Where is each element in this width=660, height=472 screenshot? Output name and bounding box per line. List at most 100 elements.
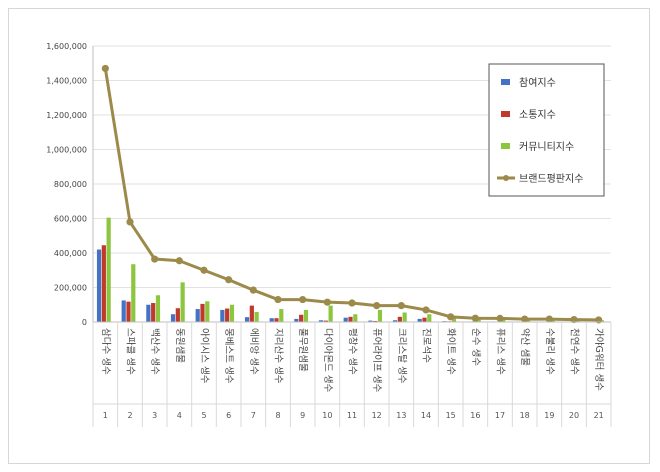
bar [318, 320, 324, 322]
bar [427, 314, 432, 322]
y-tick-label: 200,000 [54, 284, 87, 293]
bar [348, 316, 353, 322]
rank-label: 6 [226, 411, 231, 420]
legend-swatch [501, 111, 510, 117]
bar [175, 308, 180, 322]
bar [229, 304, 235, 322]
line-point [299, 295, 307, 304]
rank-label: 13 [396, 411, 406, 420]
x-tick-label: 평창수 생수 [347, 328, 358, 375]
x-tick-label: 퓨리스 생수 [495, 328, 506, 375]
line-point [447, 313, 455, 321]
bar [244, 317, 250, 322]
line-point [397, 302, 405, 310]
bar [269, 318, 274, 322]
x-tick-label: 백산수 생수 [149, 328, 160, 375]
bar [155, 295, 161, 322]
legend-box [488, 63, 605, 197]
line-point [323, 298, 331, 306]
x-tick-label: 몽베스트 생수 [223, 328, 234, 384]
rank-label: 3 [152, 411, 157, 420]
legend-swatch [501, 143, 510, 149]
y-tick-label: 1,200,000 [46, 111, 87, 120]
bar [249, 305, 254, 322]
bar [200, 303, 205, 322]
bar [328, 305, 333, 322]
x-tick-label: 약산 샘물 [519, 328, 531, 366]
line-point [151, 255, 159, 263]
x-tick-label: 스파클 생수 [125, 328, 136, 375]
x-tick-label: 삼다수 생수 [100, 328, 111, 375]
rank-label: 20 [569, 411, 579, 420]
line-point [249, 286, 257, 294]
line-point [373, 302, 381, 310]
bar [451, 317, 457, 322]
line-point [422, 306, 430, 314]
line-point [570, 315, 578, 324]
bar [151, 303, 156, 322]
bar [220, 309, 225, 322]
x-tick-label: 다이아몬드 생수 [322, 328, 333, 392]
chart-frame: 0 200,000 400,000 600,000 800,000 1,000,000 1,… [8, 8, 650, 464]
x-tick-label: 아이시스 생수 [199, 328, 210, 384]
y-tick-label: 0 [82, 318, 87, 327]
line-point [274, 295, 282, 304]
line-point [101, 64, 109, 73]
bar [525, 320, 531, 322]
bar [121, 300, 126, 322]
bar [279, 309, 284, 322]
rank-label: 11 [347, 411, 357, 420]
bar [101, 245, 106, 322]
x-tick-label: 퓨어라이프 생수 [371, 328, 382, 392]
bar [402, 312, 407, 322]
rank-label: 14 [421, 411, 431, 420]
x-tick-label: 화이트 생수 [445, 328, 456, 375]
legend-swatch [501, 79, 510, 85]
bar [550, 319, 555, 322]
y-tick-label: 1,400,000 [46, 77, 87, 86]
bar [180, 282, 185, 322]
rank-label: 1 [103, 411, 108, 420]
x-axis: 삼다수 생수 1 스파클 생수 2 백산수 생수 3 동원샘물 4 아이시스 생수 5 몽베스트 생… [92, 321, 612, 427]
bar-series [96, 217, 605, 323]
bar [96, 249, 102, 322]
bar [392, 320, 398, 322]
y-axis: 0 200,000 400,000 600,000 800,000 1,000,000 1,… [46, 42, 94, 327]
y-tick-label: 800,000 [54, 180, 87, 189]
x-tick-label: 가야G워터 생수 [593, 328, 604, 391]
y-tick-label: 400,000 [54, 249, 87, 258]
bar [131, 264, 136, 322]
bar [343, 317, 348, 322]
bar [417, 318, 422, 322]
bar [575, 320, 580, 322]
x-tick-label: 진로석수 [421, 328, 432, 363]
x-tick-label: 동원샘물 [174, 328, 185, 363]
rank-label: 18 [520, 411, 530, 420]
bar [373, 320, 378, 322]
y-tick-label: 1,600,000 [46, 42, 87, 51]
rank-label: 7 [251, 411, 256, 420]
rank-label: 21 [594, 411, 604, 420]
rank-label: 16 [470, 411, 480, 420]
bar [501, 319, 506, 322]
bar [323, 320, 328, 322]
brand-reputation-chart: 0 200,000 400,000 600,000 800,000 1,000,000 1,… [46, 42, 612, 427]
line-point [348, 299, 356, 307]
bar [353, 314, 358, 322]
rank-label: 4 [177, 411, 182, 420]
x-tick-label: 천연수 생수 [569, 328, 580, 375]
bar [294, 318, 299, 322]
legend-label: 참여지수 [519, 77, 556, 89]
line-point [225, 276, 233, 284]
x-tick-label: 크리스탈 생수 [396, 328, 408, 384]
bar [254, 311, 259, 322]
bar [476, 319, 481, 322]
rank-label: 5 [201, 411, 206, 420]
bar [126, 301, 131, 322]
legend-label: 소통지수 [519, 109, 556, 121]
bar [299, 314, 304, 322]
y-tick-label: 600,000 [54, 215, 87, 224]
bar [274, 318, 279, 322]
bar [422, 317, 427, 322]
x-tick-label: 수불리 생수 [544, 328, 555, 375]
